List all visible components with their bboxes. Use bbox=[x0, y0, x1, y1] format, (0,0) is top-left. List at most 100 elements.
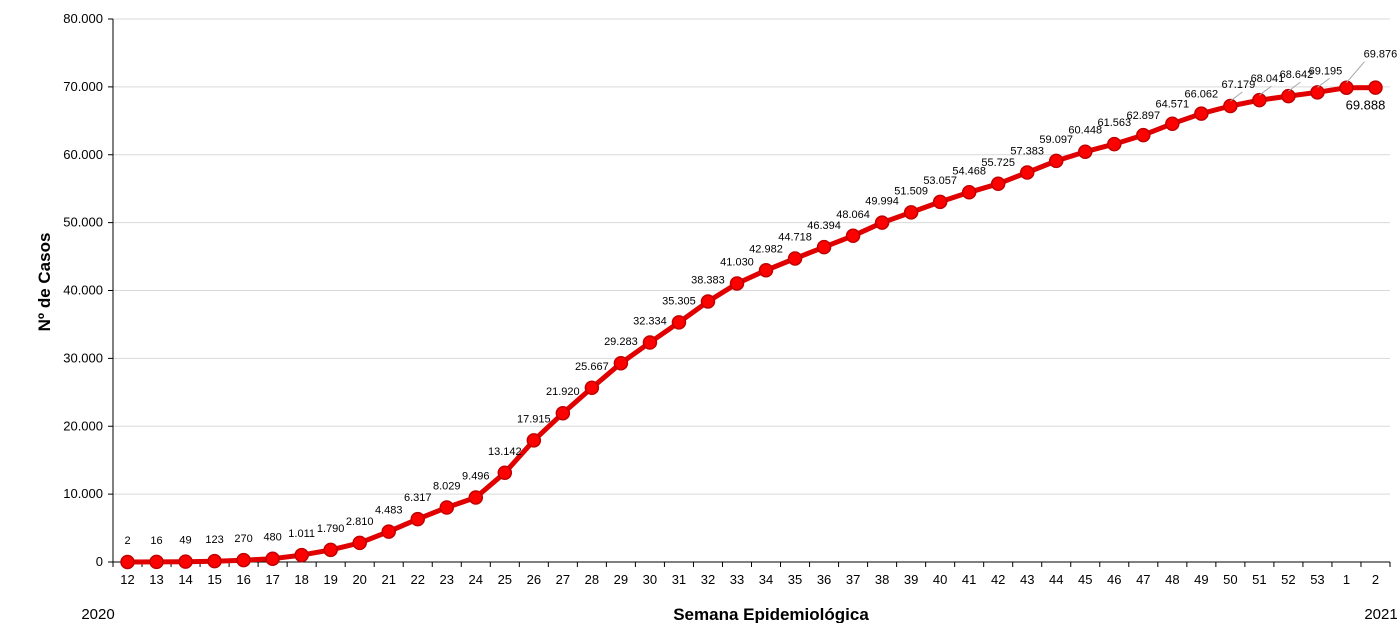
x-tick-labels: 12 13 14 15 16 17 18 19 20 21 22 23 24 25 26 27 28 29 30 31… bbox=[120, 572, 1379, 587]
leader-line bbox=[1346, 61, 1365, 84]
data-label: 57.383 bbox=[1010, 146, 1044, 158]
x-tick-label: 34 bbox=[759, 572, 773, 587]
data-point bbox=[323, 542, 338, 558]
x-tick-label: 42 bbox=[991, 572, 1005, 587]
data-label: 38.383 bbox=[691, 274, 725, 286]
data-point bbox=[178, 554, 193, 569]
x-tick-label: 52 bbox=[1281, 572, 1295, 587]
data-label: 4.483 bbox=[375, 505, 403, 517]
data-label: 42.982 bbox=[749, 243, 783, 255]
data-point bbox=[1252, 92, 1267, 108]
x-tick-label: 21 bbox=[381, 572, 395, 587]
x-axis-title: Semana Epidemiológica bbox=[673, 605, 869, 623]
data-label: 61.563 bbox=[1097, 117, 1131, 129]
data-label: 6.317 bbox=[404, 492, 432, 504]
data-point bbox=[120, 554, 135, 570]
data-label: 41.030 bbox=[720, 257, 754, 269]
data-point bbox=[381, 524, 396, 539]
data-label: 29.283 bbox=[604, 336, 638, 348]
data-point bbox=[526, 433, 542, 448]
y-tick-label: 0 bbox=[96, 554, 103, 569]
data-label: 270 bbox=[234, 533, 252, 545]
data-point bbox=[1165, 116, 1180, 131]
x-tick-label: 14 bbox=[178, 572, 192, 587]
year-end-label: 2021 bbox=[1364, 606, 1397, 623]
data-label: 64.571 bbox=[1156, 99, 1190, 111]
data-label: 54.468 bbox=[952, 165, 986, 177]
x-tick-label: 29 bbox=[614, 572, 628, 587]
y-tick-label: 60.000 bbox=[63, 147, 103, 162]
data-point bbox=[1281, 88, 1296, 104]
data-point bbox=[758, 263, 774, 278]
data-point bbox=[207, 553, 222, 569]
data-point bbox=[845, 228, 861, 244]
x-tick-label: 41 bbox=[962, 572, 976, 587]
x-tick-label: 33 bbox=[730, 572, 744, 587]
x-tick-label: 48 bbox=[1165, 572, 1179, 587]
data-label: 49 bbox=[179, 535, 191, 547]
x-tick-label: 20 bbox=[352, 572, 366, 587]
data-label: 13.142 bbox=[488, 446, 522, 458]
data-point bbox=[497, 465, 513, 481]
data-point bbox=[294, 547, 309, 563]
x-tick-label: 40 bbox=[933, 572, 947, 587]
data-point bbox=[961, 185, 977, 200]
x-tick-label: 22 bbox=[411, 572, 425, 587]
data-label: 44.718 bbox=[778, 231, 812, 243]
data-label: 9.496 bbox=[462, 471, 490, 483]
data-point bbox=[265, 551, 280, 566]
x-tick-label: 35 bbox=[788, 572, 802, 587]
data-label: 32.334 bbox=[633, 316, 667, 328]
x-tick-label: 19 bbox=[323, 572, 337, 587]
data-point bbox=[729, 276, 745, 291]
data-label: 49.994 bbox=[865, 196, 899, 208]
data-label: 8.029 bbox=[433, 481, 461, 493]
data-label: 46.394 bbox=[807, 220, 841, 232]
data-label: 60.448 bbox=[1068, 125, 1102, 137]
x-tick-label: 37 bbox=[846, 572, 860, 587]
data-label: 25.667 bbox=[575, 361, 609, 373]
data-point bbox=[642, 335, 658, 350]
data-point bbox=[1339, 80, 1354, 95]
x-tick-label: 53 bbox=[1310, 572, 1324, 587]
data-label: 2 bbox=[124, 535, 130, 547]
data-point bbox=[555, 405, 571, 421]
y-tick-label: 40.000 bbox=[63, 283, 103, 298]
data-label: 48.064 bbox=[836, 209, 870, 221]
data-point bbox=[1194, 106, 1209, 121]
data-point bbox=[439, 500, 455, 515]
data-label: 67.179 bbox=[1222, 79, 1256, 91]
x-tick-label: 43 bbox=[1020, 572, 1034, 587]
data-point bbox=[236, 552, 251, 568]
data-point bbox=[874, 215, 890, 230]
y-tick-label: 70.000 bbox=[63, 79, 103, 94]
x-tick-label: 24 bbox=[469, 572, 483, 587]
data-point bbox=[1223, 98, 1238, 114]
data-label: 55.725 bbox=[981, 157, 1015, 169]
data-label: 21.920 bbox=[546, 386, 580, 398]
x-tick-label: 36 bbox=[817, 572, 831, 587]
data-point bbox=[613, 355, 629, 371]
data-label: 51.509 bbox=[894, 185, 928, 197]
data-point bbox=[352, 535, 367, 551]
data-label: 123 bbox=[205, 534, 223, 546]
data-labels: 2 16 49 123 270 480 1.011 1.7902.8104.4836.3178… bbox=[124, 49, 1397, 547]
data-point bbox=[584, 380, 600, 396]
data-label: 69.876 bbox=[1364, 49, 1398, 61]
x-tick-label: 23 bbox=[440, 572, 454, 587]
x-tick-label: 32 bbox=[701, 572, 715, 587]
x-tick-label: 38 bbox=[875, 572, 889, 587]
data-point bbox=[410, 511, 425, 527]
x-tick-label: 18 bbox=[294, 572, 308, 587]
x-tick-label: 30 bbox=[643, 572, 657, 587]
x-tick-label: 16 bbox=[236, 572, 250, 587]
x-tick-label: 17 bbox=[265, 572, 279, 587]
data-point bbox=[1310, 85, 1325, 100]
x-tick-label: 15 bbox=[207, 572, 221, 587]
data-label: 59.097 bbox=[1039, 134, 1073, 146]
x-tick-label: 25 bbox=[498, 572, 512, 587]
data-label: 480 bbox=[263, 532, 281, 544]
data-point bbox=[787, 251, 803, 266]
x-tick-label: 27 bbox=[556, 572, 570, 587]
